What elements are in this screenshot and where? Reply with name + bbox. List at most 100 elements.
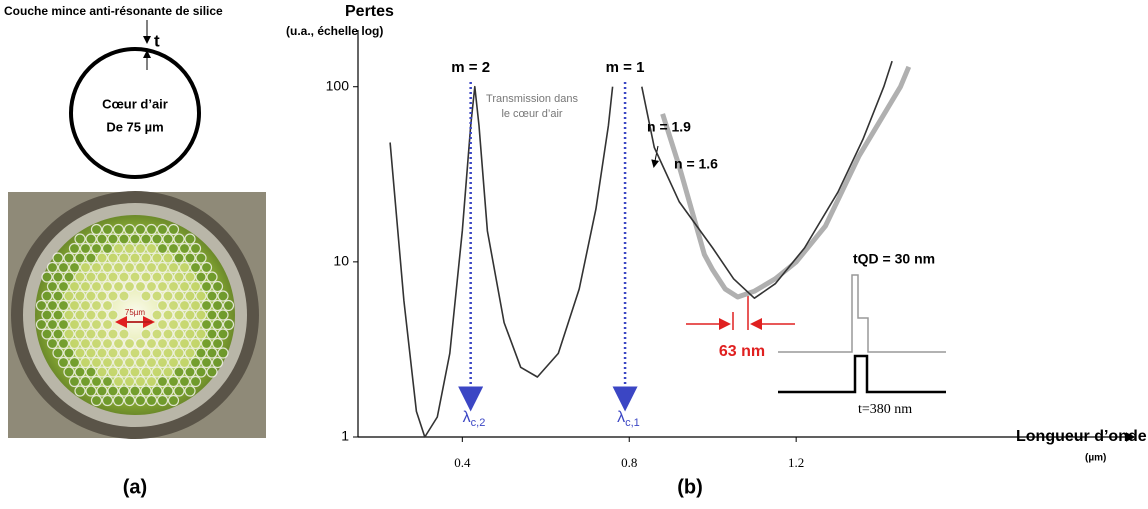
cell (151, 271, 163, 283)
cell (206, 366, 218, 378)
cell (173, 271, 185, 283)
cell (140, 385, 152, 397)
cell (68, 299, 81, 312)
cell (90, 318, 103, 331)
lambda-symbol: λ (617, 409, 625, 426)
cell (173, 328, 185, 340)
cell (107, 309, 119, 321)
cell (156, 261, 169, 274)
cell (129, 271, 141, 283)
cell (123, 261, 136, 274)
cell (200, 261, 213, 274)
cell (156, 356, 169, 369)
cell (178, 261, 191, 274)
cell (162, 309, 174, 321)
series-label: n = 1.6 (674, 156, 718, 172)
cell (151, 366, 163, 378)
plot: 1 10 100 0.4 0.8 1.2 n = 1.9 n = 1.6 Pertes (u.a.… (286, 3, 1147, 498)
cell (145, 394, 158, 407)
annotation: t=380 nm (858, 402, 912, 417)
cell (189, 337, 202, 350)
cell (151, 309, 163, 321)
cell (85, 271, 97, 283)
cell (222, 318, 235, 331)
cell (123, 375, 136, 388)
cell (140, 233, 152, 245)
cell (57, 356, 70, 369)
cell (112, 337, 125, 350)
cell (79, 337, 92, 350)
cell (79, 375, 92, 388)
cell (118, 252, 130, 264)
cell (173, 385, 185, 397)
cell (173, 347, 185, 359)
cell (145, 356, 158, 369)
cell (184, 328, 196, 340)
cell (195, 366, 207, 378)
cell (123, 337, 136, 350)
cell (184, 233, 196, 245)
cell (68, 356, 81, 369)
cell (145, 223, 158, 236)
cell (167, 223, 180, 236)
cell (74, 309, 86, 321)
lambda-symbol: λ (463, 409, 471, 426)
cell (123, 394, 136, 407)
mode-label: m = 2 (451, 59, 490, 76)
cell (162, 347, 174, 359)
cell (145, 337, 158, 350)
cell (162, 271, 174, 283)
cell (156, 375, 169, 388)
cell (57, 280, 70, 293)
cell (63, 366, 75, 378)
cell (52, 347, 64, 359)
cell (63, 252, 75, 264)
cell (200, 337, 213, 350)
cell (167, 261, 180, 274)
cell (68, 242, 81, 255)
cell (211, 337, 224, 350)
fiber-sketch (69, 47, 201, 179)
cell (184, 271, 196, 283)
cell (195, 309, 207, 321)
cell (90, 280, 103, 293)
cell (41, 328, 53, 340)
cell (74, 328, 86, 340)
cell (189, 318, 202, 331)
cell (68, 375, 81, 388)
cell (178, 337, 191, 350)
cell (90, 299, 103, 312)
cell (200, 299, 213, 312)
cell (189, 299, 202, 312)
cell (52, 252, 64, 264)
line-series (660, 65, 912, 300)
cell (195, 328, 207, 340)
cell (101, 394, 114, 407)
cell (134, 356, 147, 369)
cell (140, 252, 152, 264)
cell (129, 252, 141, 264)
annotation: tQD = 30 nm (853, 251, 935, 267)
annotation: Transmission dans (486, 93, 578, 105)
cell (167, 242, 180, 255)
cell (217, 347, 229, 359)
cell (184, 252, 196, 264)
cell (41, 271, 53, 283)
cell (96, 233, 108, 245)
cell (90, 375, 103, 388)
cell (189, 356, 202, 369)
cell (200, 280, 213, 293)
cell (222, 299, 235, 312)
cell (140, 328, 152, 340)
cell (35, 299, 48, 312)
cell (107, 252, 119, 264)
cell (151, 252, 163, 264)
cell (101, 242, 114, 255)
cell (134, 261, 147, 274)
lambda-label: λc,1 (617, 409, 640, 429)
panel-a: Couche mince anti-résonante de silice t … (4, 4, 266, 498)
cell (96, 252, 108, 264)
cell (85, 347, 97, 359)
cell (217, 328, 229, 340)
series-label: n = 1.9 (647, 119, 691, 135)
